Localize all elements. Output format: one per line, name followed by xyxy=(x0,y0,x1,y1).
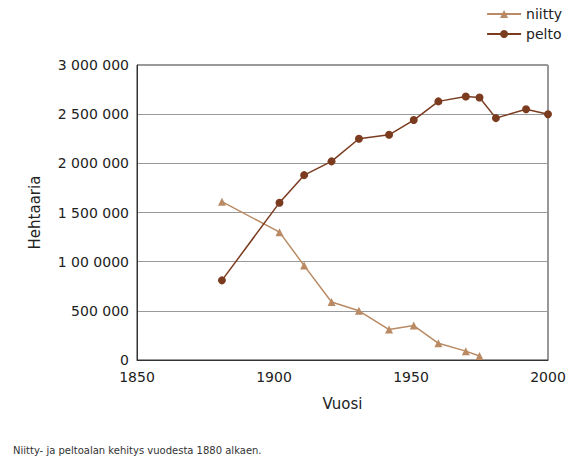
svg-text:1900: 1900 xyxy=(256,369,292,385)
svg-text:0: 0 xyxy=(120,352,129,368)
svg-text:2 500 000: 2 500 000 xyxy=(58,106,129,122)
svg-text:3 000 000: 3 000 000 xyxy=(58,57,129,73)
svg-text:2 000 000: 2 000 000 xyxy=(58,155,129,171)
svg-text:1950: 1950 xyxy=(393,369,429,385)
svg-text:pelto: pelto xyxy=(526,26,561,42)
svg-text:niitty: niitty xyxy=(526,6,562,22)
svg-text:Niitty- ja peltoalan kehitys v: Niitty- ja peltoalan kehitys vuodesta 18… xyxy=(13,445,262,456)
svg-text:500 000: 500 000 xyxy=(71,303,129,319)
svg-text:1 500 000: 1 500 000 xyxy=(58,205,129,221)
svg-text:Hehtaaria: Hehtaaria xyxy=(26,176,44,250)
svg-text:1850: 1850 xyxy=(119,369,155,385)
svg-text:2000: 2000 xyxy=(530,369,566,385)
svg-text:Vuosi: Vuosi xyxy=(323,395,363,413)
svg-text:1 00 0000: 1 00 0000 xyxy=(58,254,129,270)
